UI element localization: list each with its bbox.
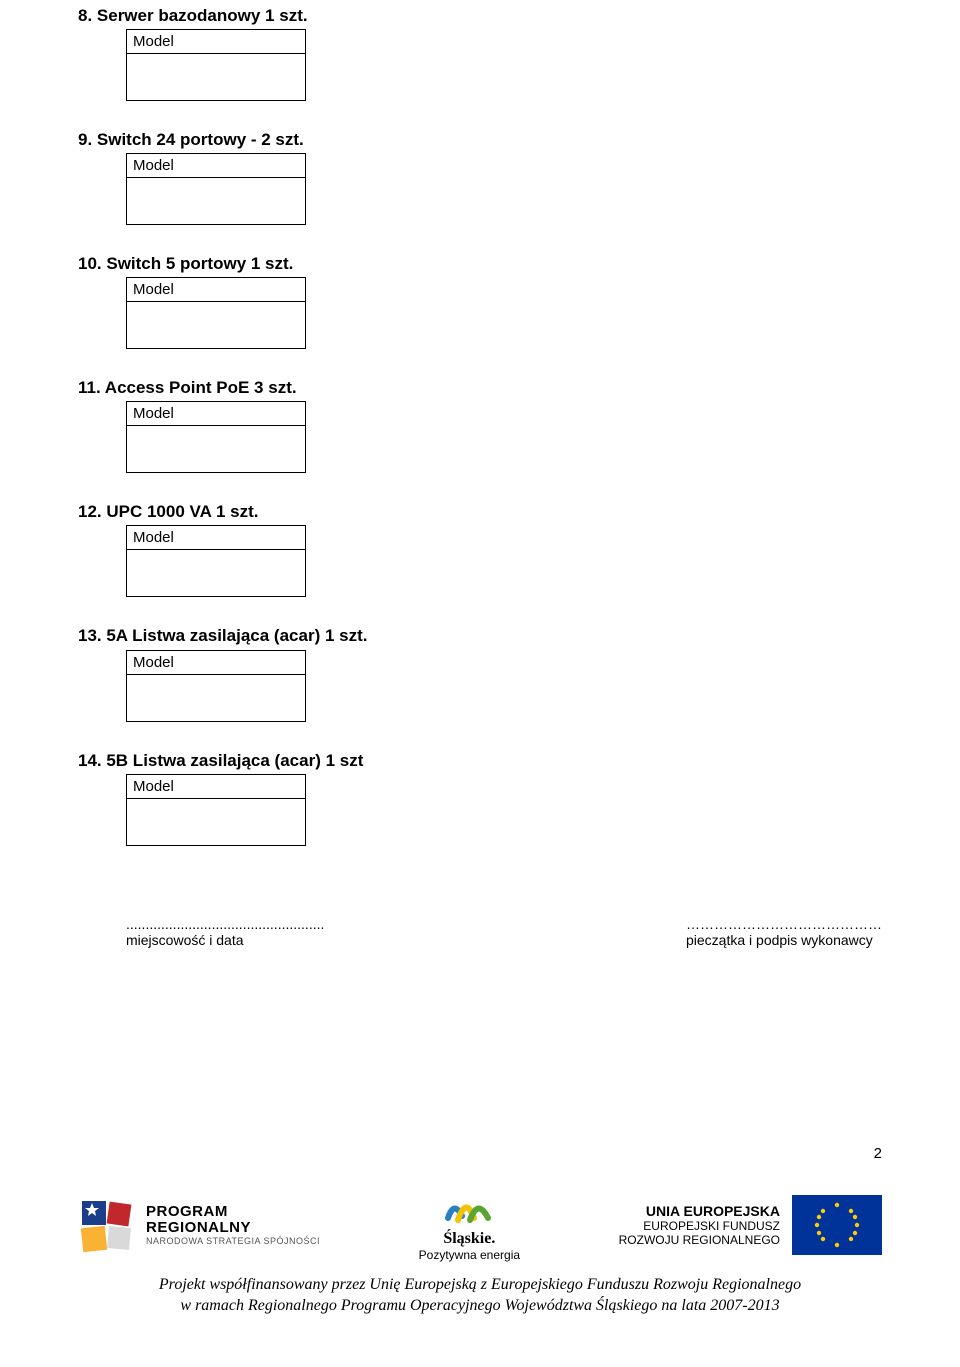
model-label: Model bbox=[127, 526, 306, 550]
section-9: 9. Switch 24 portowy - 2 szt. Model bbox=[78, 129, 882, 225]
section-13: 13. 5A Listwa zasilająca (acar) 1 szt. M… bbox=[78, 625, 882, 721]
logo-slaskie: Śląskie. Pozytywna energia bbox=[419, 1188, 520, 1262]
program-regionalny-icon bbox=[78, 1197, 134, 1253]
footer-line-2: w ramach Regionalnego Programu Operacyjn… bbox=[0, 1296, 960, 1317]
model-box: Model bbox=[126, 525, 306, 597]
model-box: Model bbox=[126, 29, 306, 101]
footer: Projekt współfinansowany przez Unię Euro… bbox=[0, 1275, 960, 1317]
dots-right: …………………………………… bbox=[686, 916, 882, 932]
model-blank[interactable] bbox=[127, 302, 306, 349]
program-sub: NARODOWA STRATEGIA SPÓJNOŚCI bbox=[146, 1236, 320, 1246]
signature-left: ........................................… bbox=[126, 916, 324, 948]
logo-program-regionalny: PROGRAM REGIONALNY NARODOWA STRATEGIA SP… bbox=[78, 1197, 320, 1253]
section-10: 10. Switch 5 portowy 1 szt. Model bbox=[78, 253, 882, 349]
section-title: 13. 5A Listwa zasilająca (acar) 1 szt. bbox=[78, 625, 882, 647]
model-label: Model bbox=[127, 650, 306, 674]
model-blank[interactable] bbox=[127, 798, 306, 845]
section-8: 8. Serwer bazodanowy 1 szt. Model bbox=[78, 5, 882, 101]
signature-left-label: miejscowość i data bbox=[126, 932, 244, 948]
section-title: 10. Switch 5 portowy 1 szt. bbox=[78, 253, 882, 275]
logo-eu: UNIA EUROPEJSKA EUROPEJSKI FUNDUSZ ROZWO… bbox=[619, 1195, 882, 1255]
section-title: 11. Access Point PoE 3 szt. bbox=[78, 377, 882, 399]
model-label: Model bbox=[127, 30, 306, 54]
section-title: 8. Serwer bazodanowy 1 szt. bbox=[78, 5, 882, 27]
model-blank[interactable] bbox=[127, 54, 306, 101]
model-box: Model bbox=[126, 774, 306, 846]
logo-program-text: PROGRAM REGIONALNY NARODOWA STRATEGIA SP… bbox=[146, 1204, 320, 1246]
model-label: Model bbox=[127, 402, 306, 426]
section-title: 9. Switch 24 portowy - 2 szt. bbox=[78, 129, 882, 151]
signature-row: ........................................… bbox=[78, 916, 882, 948]
model-box: Model bbox=[126, 153, 306, 225]
page: 8. Serwer bazodanowy 1 szt. Model 9. Swi… bbox=[0, 0, 960, 1367]
signature-right-label: pieczątka i podpis wykonawcy bbox=[686, 932, 873, 948]
model-box: Model bbox=[126, 650, 306, 722]
model-label: Model bbox=[127, 774, 306, 798]
model-label: Model bbox=[127, 278, 306, 302]
eu-sub2: ROZWOJU REGIONALNEGO bbox=[619, 1233, 780, 1247]
section-title: 14. 5B Listwa zasilająca (acar) 1 szt bbox=[78, 750, 882, 772]
eu-title: UNIA EUROPEJSKA bbox=[646, 1203, 780, 1219]
model-blank[interactable] bbox=[127, 674, 306, 721]
eu-sub1: EUROPEJSKI FUNDUSZ bbox=[643, 1219, 780, 1233]
page-number: 2 bbox=[874, 1145, 882, 1162]
model-blank[interactable] bbox=[127, 178, 306, 225]
section-11: 11. Access Point PoE 3 szt. Model bbox=[78, 377, 882, 473]
section-12: 12. UPC 1000 VA 1 szt. Model bbox=[78, 501, 882, 597]
model-label: Model bbox=[127, 154, 306, 178]
section-title: 12. UPC 1000 VA 1 szt. bbox=[78, 501, 882, 523]
slaskie-sub: Pozytywna energia bbox=[419, 1248, 520, 1262]
eu-text: UNIA EUROPEJSKA EUROPEJSKI FUNDUSZ ROZWO… bbox=[619, 1203, 780, 1247]
dots-left: ........................................… bbox=[126, 916, 324, 932]
signature-right: …………………………………… pieczątka i podpis wykona… bbox=[686, 916, 882, 948]
slaskie-title: Śląskie. bbox=[443, 1230, 495, 1248]
model-box: Model bbox=[126, 401, 306, 473]
slaskie-icon bbox=[444, 1188, 494, 1228]
program-title: PROGRAM REGIONALNY bbox=[146, 1204, 251, 1236]
footer-line-1: Projekt współfinansowany przez Unię Euro… bbox=[0, 1275, 960, 1296]
logos-row: PROGRAM REGIONALNY NARODOWA STRATEGIA SP… bbox=[78, 1188, 882, 1262]
model-box: Model bbox=[126, 277, 306, 349]
model-blank[interactable] bbox=[127, 426, 306, 473]
eu-flag-icon bbox=[792, 1195, 882, 1255]
section-14: 14. 5B Listwa zasilająca (acar) 1 szt Mo… bbox=[78, 750, 882, 846]
model-blank[interactable] bbox=[127, 550, 306, 597]
